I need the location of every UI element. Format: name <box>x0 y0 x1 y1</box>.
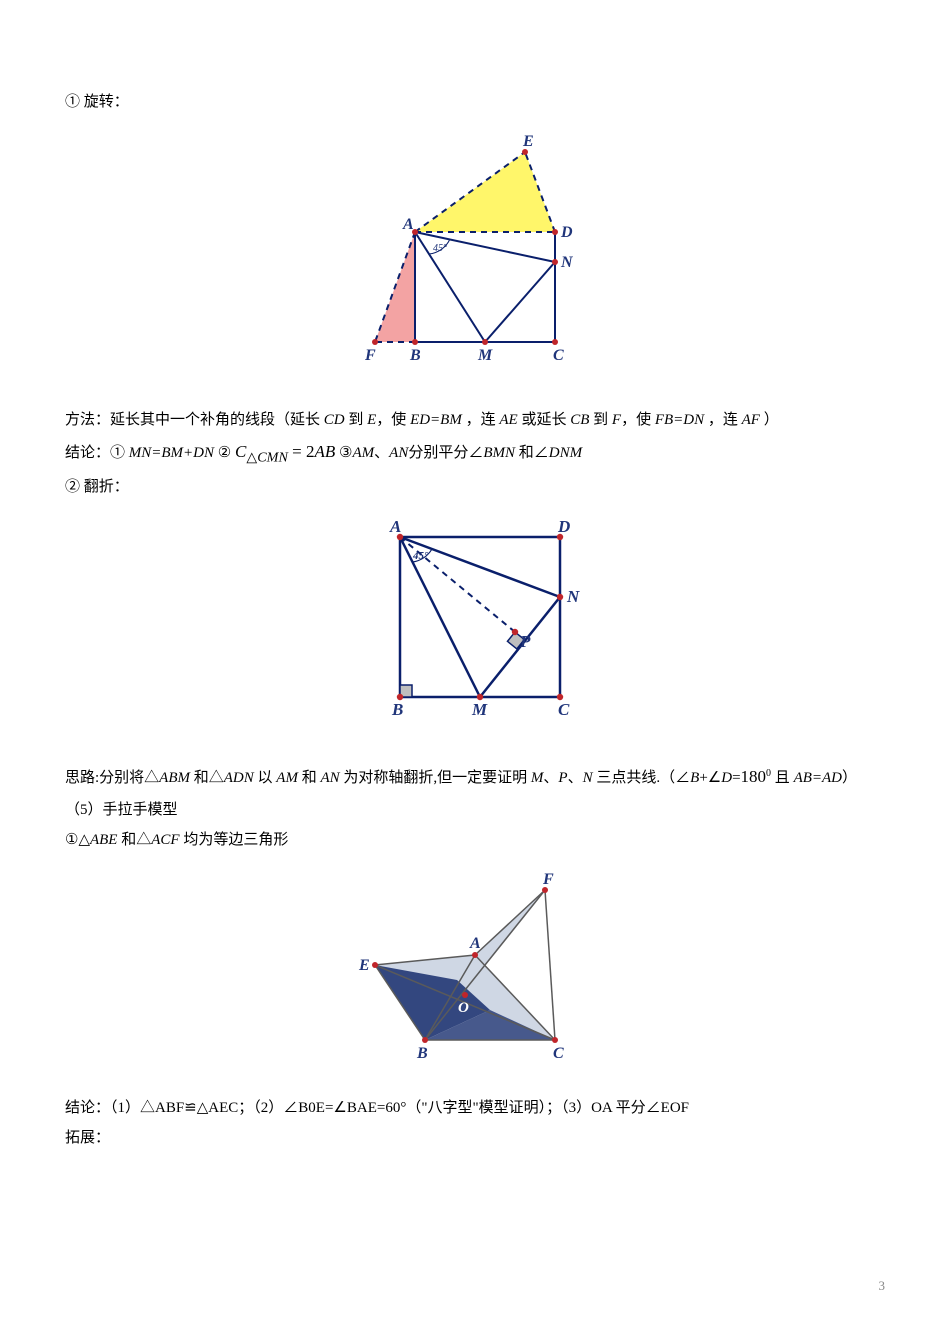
lbl: BMN <box>483 445 515 461</box>
lbl: 180 <box>741 767 767 786</box>
txt: = <box>732 770 740 786</box>
figure-3: A B C E F O <box>65 860 885 1078</box>
lbl: ABM <box>159 770 190 786</box>
txt: 方法：延长其中一个补角的线段（延长 <box>65 412 324 428</box>
svg-text:A: A <box>402 216 414 233</box>
lbl: CB <box>570 412 589 428</box>
txt: 或延长 <box>518 412 571 428</box>
txt: ，连 <box>462 412 500 428</box>
lbl: FB=DN <box>655 412 704 428</box>
section1-heading: ① 旋转： <box>65 90 885 114</box>
svg-text:P: P <box>519 632 531 651</box>
lbl: MN=BM+DN <box>129 445 214 461</box>
txt: 、 <box>568 770 583 786</box>
lbl: ADN <box>224 770 254 786</box>
txt: ） <box>760 412 779 428</box>
lbl: CD <box>324 412 345 428</box>
section3-heading: （5）手拉手模型 <box>65 798 885 822</box>
txt: ，使 <box>621 412 655 428</box>
txt: ） <box>842 770 857 786</box>
txt: ② <box>214 445 235 461</box>
section3-sub: ①△ABE 和△ACF 均为等边三角形 <box>65 828 885 852</box>
svg-text:B: B <box>391 700 403 719</box>
section2-heading: ② 翻折： <box>65 475 885 499</box>
svg-text:N: N <box>566 587 580 606</box>
section3-conclusion: 结论：（1）△ABF≌△AEC；（2）∠B0E=∠BAE=60°（"八字型"模型… <box>65 1096 885 1120</box>
section2-idea: 思路:分别将△ABM 和△ADN 以 AM 和 AN 为对称轴翻折,但一定要证明… <box>65 763 885 790</box>
txt: 三点共线.（∠ <box>593 770 691 786</box>
txt: 结论：① <box>65 445 129 461</box>
lbl: AM <box>276 770 298 786</box>
txt: 到 <box>589 412 612 428</box>
txt: 和∠ <box>515 445 549 461</box>
lbl: AF <box>742 412 760 428</box>
svg-text:45°: 45° <box>433 243 447 254</box>
lbl: F <box>612 412 621 428</box>
page-content: ① 旋转： 45° <box>0 0 950 1196</box>
svg-text:M: M <box>471 700 488 719</box>
lbl: ABE <box>90 832 118 848</box>
svg-text:O: O <box>458 1000 469 1016</box>
txt: 思路:分别将△ <box>65 770 159 786</box>
svg-text:45°: 45° <box>412 550 429 562</box>
lbl: ACF <box>151 832 179 848</box>
txt: ，连 <box>704 412 742 428</box>
svg-text:C: C <box>553 1045 564 1062</box>
svg-text:F: F <box>364 347 376 364</box>
section1-conclusion: 结论：① MN=BM+DN ② C△CMN = 2AB ③AM、AN分别平分∠B… <box>65 438 885 469</box>
svg-text:M: M <box>477 347 493 364</box>
svg-text:E: E <box>358 957 370 974</box>
lbl: P <box>558 770 567 786</box>
txt: 和 <box>298 770 321 786</box>
svg-text:A: A <box>389 517 401 536</box>
lbl: AN <box>320 770 339 786</box>
lbl: E <box>367 412 376 428</box>
lbl: N <box>583 770 593 786</box>
figure-1: 45° A B C D E F M N <box>65 122 885 390</box>
lbl: B <box>690 770 699 786</box>
txt: 且 <box>771 770 794 786</box>
svg-text:D: D <box>557 517 570 536</box>
svg-text:F: F <box>542 871 554 888</box>
figure-2: 45° A D B C M N P <box>65 507 885 745</box>
txt: 和△ <box>190 770 224 786</box>
txt: +∠ <box>699 770 721 786</box>
txt: 分别平分∠ <box>408 445 483 461</box>
svg-text:C: C <box>558 700 570 719</box>
lbl: M <box>531 770 544 786</box>
txt: 为对称轴翻折,但一定要证明 <box>340 770 531 786</box>
txt: 到 <box>345 412 368 428</box>
txt: 以 <box>254 770 277 786</box>
section3-expand: 拓展： <box>65 1126 885 1150</box>
svg-text:A: A <box>469 935 481 952</box>
svg-text:N: N <box>560 254 574 271</box>
txt: ③ <box>335 445 352 461</box>
txt: 和△ <box>117 832 151 848</box>
txt: 、 <box>543 770 558 786</box>
lbl: AM <box>352 445 374 461</box>
section1-method: 方法：延长其中一个补角的线段（延长 CD 到 E，使 ED=BM ，连 AE 或… <box>65 408 885 432</box>
lbl: DNM <box>549 445 582 461</box>
lbl: AN <box>389 445 408 461</box>
txt: ①△ <box>65 832 90 848</box>
lbl: ED=BM <box>410 412 462 428</box>
txt: 均为等边三角形 <box>180 832 289 848</box>
txt: 、 <box>374 445 389 461</box>
svg-text:B: B <box>409 347 421 364</box>
lbl: AB=AD <box>794 770 842 786</box>
svg-text:B: B <box>416 1045 428 1062</box>
svg-text:D: D <box>560 224 573 241</box>
svg-text:E: E <box>522 133 534 150</box>
page-number: 3 <box>879 1278 886 1294</box>
lbl: D <box>721 770 732 786</box>
svg-text:C: C <box>553 347 564 364</box>
txt: ，使 <box>376 412 410 428</box>
lbl: AE <box>499 412 517 428</box>
